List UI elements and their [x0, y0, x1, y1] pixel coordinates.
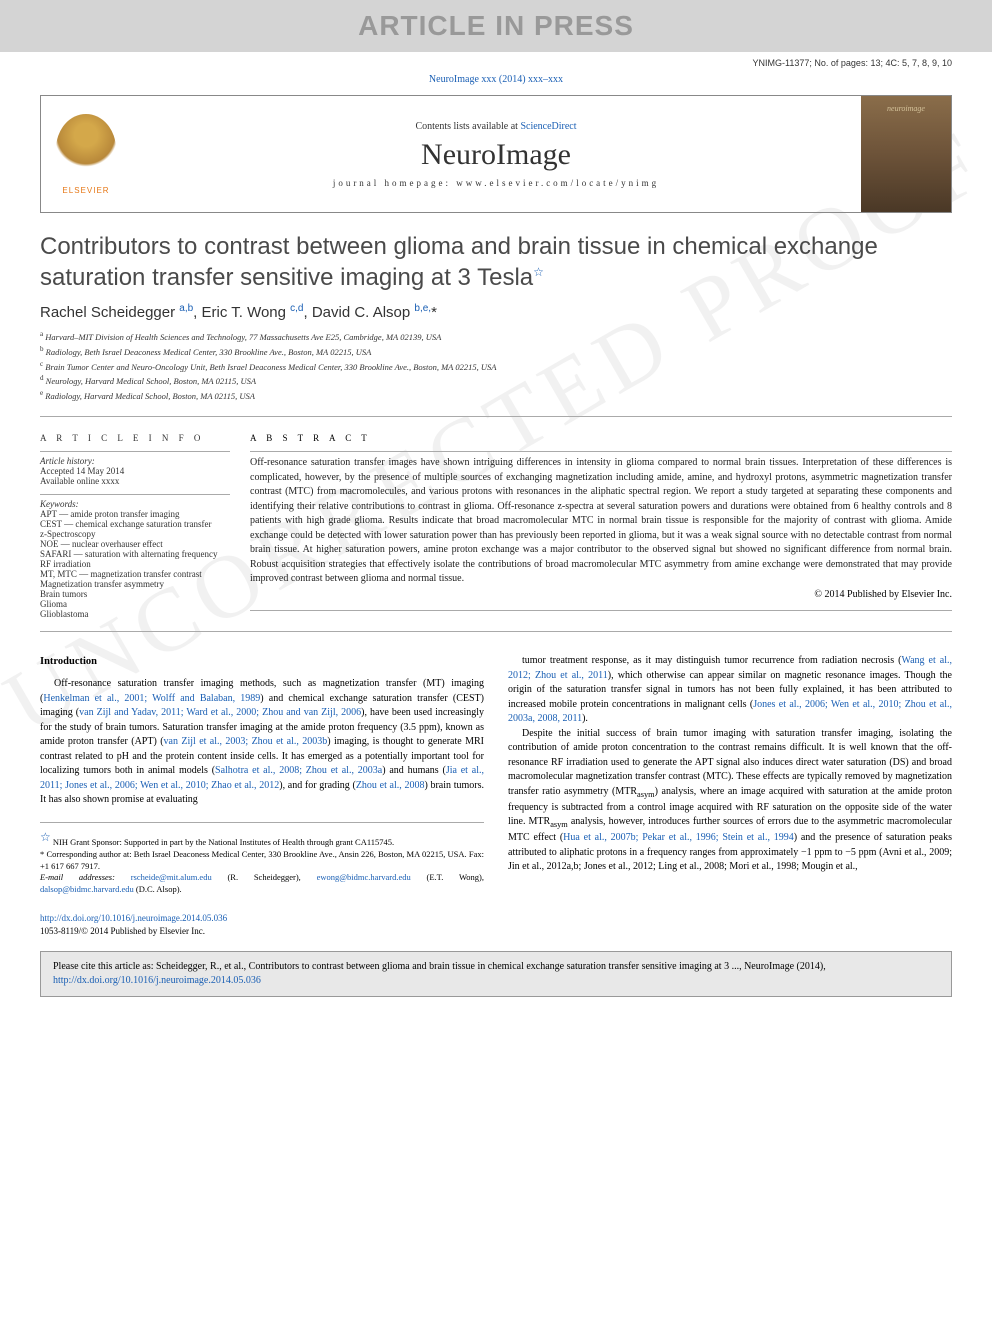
footnote-funding-text: NIH Grant Sponsor: Supported in part by … — [53, 837, 394, 847]
divider — [250, 610, 952, 611]
keyword-item: z-Spectroscopy — [40, 529, 230, 539]
intro-para-1: Off-resonance saturation transfer imagin… — [40, 677, 484, 808]
doi-link[interactable]: http://dx.doi.org/10.1016/j.neuroimage.2… — [40, 913, 227, 923]
article-title: Contributors to contrast between glioma … — [40, 231, 952, 293]
history-label: Article history: — [40, 456, 230, 466]
history-online: Available online xxxx — [40, 476, 230, 486]
history-accepted: Accepted 14 May 2014 — [40, 466, 230, 476]
article-in-press-banner: ARTICLE IN PRESS — [0, 0, 992, 52]
keyword-item: CEST — chemical exchange saturation tran… — [40, 519, 230, 529]
abstract-column: Q2 a b s t r a c t Off-resonance saturat… — [250, 433, 952, 627]
intro-para-2: tumor treatment response, as it may dist… — [508, 654, 952, 727]
abstract-copyright: © 2014 Published by Elsevier Inc. — [250, 589, 952, 600]
keyword-item: Glioblastoma — [40, 609, 230, 619]
email-label: E-mail addresses: — [40, 872, 115, 882]
title-star-icon: ☆ — [533, 265, 544, 279]
contents-text: Contents lists available at — [415, 121, 520, 132]
sciencedirect-link[interactable]: ScienceDirect — [520, 121, 576, 132]
footnote-corresponding: * Corresponding author at: Beth Israel D… — [40, 849, 484, 873]
footnotes: ☆ NIH Grant Sponsor: Supported in part b… — [40, 822, 484, 896]
elsevier-logo: ELSEVIER — [41, 96, 131, 212]
article-id-line: YNIMG-11377; No. of pages: 13; 4C: 5, 7,… — [0, 52, 992, 68]
elsevier-label: ELSEVIER — [62, 186, 109, 195]
keyword-item: SAFARI — saturation with alternating fre… — [40, 549, 230, 559]
divider — [40, 631, 952, 632]
divider — [250, 451, 952, 452]
intro-para-3: Despite the initial success of brain tum… — [508, 727, 952, 875]
divider — [40, 416, 952, 417]
authors-line: Rachel Scheidegger a,b, Eric T. Wong c,d… — [40, 303, 952, 321]
citation-text: Please cite this article as: Scheidegger… — [53, 961, 826, 972]
doi-block: http://dx.doi.org/10.1016/j.neuroimage.2… — [40, 912, 952, 937]
keyword-item: APT — amide proton transfer imaging — [40, 509, 230, 519]
journal-ref-link[interactable]: NeuroImage xxx (2014) xxx–xxx — [429, 74, 563, 85]
article-info-column: a r t i c l e i n f o Article history: A… — [40, 433, 230, 627]
journal-center: Contents lists available at ScienceDirec… — [131, 96, 861, 212]
keyword-item: RF irradiation — [40, 559, 230, 569]
abstract-heading: a b s t r a c t — [250, 433, 952, 443]
journal-issue-ref: NeuroImage xxx (2014) xxx–xxx — [0, 68, 992, 95]
keywords-list: APT — amide proton transfer imagingCEST … — [40, 509, 230, 619]
abstract-text: Off-resonance saturation transfer images… — [250, 456, 952, 587]
footnote-emails: E-mail addresses: rscheide@mit.alum.edu … — [40, 872, 484, 896]
keyword-item: Magnetization transfer asymmetry — [40, 579, 230, 589]
keyword-item: NOE — nuclear overhauser effect — [40, 539, 230, 549]
divider — [40, 494, 230, 495]
journal-name: NeuroImage — [131, 138, 861, 172]
issn-line: 1053-8119/© 2014 Published by Elsevier I… — [40, 926, 205, 936]
article-info-heading: a r t i c l e i n f o — [40, 433, 230, 443]
keyword-item: Glioma — [40, 599, 230, 609]
footnote-corr-text: Corresponding author at: Beth Israel Dea… — [40, 849, 484, 871]
citation-doi-link[interactable]: http://dx.doi.org/10.1016/j.neuroimage.2… — [53, 975, 261, 986]
banner-text: ARTICLE IN PRESS — [358, 10, 634, 42]
citation-box: Please cite this article as: Scheidegger… — [40, 951, 952, 997]
journal-homepage: journal homepage: www.elsevier.com/locat… — [131, 178, 861, 188]
keyword-item: MT, MTC — magnetization transfer contras… — [40, 569, 230, 579]
journal-header-box: ELSEVIER Contents lists available at Sci… — [40, 95, 952, 213]
cover-label: neuroimage — [887, 104, 925, 113]
keyword-item: Brain tumors — [40, 589, 230, 599]
keywords-label: Keywords: — [40, 499, 230, 509]
introduction-heading: Introduction — [40, 654, 484, 669]
journal-cover-thumb: neuroimage — [861, 96, 951, 212]
footnote-funding: ☆ NIH Grant Sponsor: Supported in part b… — [40, 829, 484, 849]
contents-available: Contents lists available at ScienceDirec… — [131, 121, 861, 132]
body-column-left: Introduction Off-resonance saturation tr… — [40, 654, 484, 896]
elsevier-tree-icon — [56, 114, 116, 184]
body-column-right: tumor treatment response, as it may dist… — [508, 654, 952, 896]
affiliations: a Harvard–MIT Division of Health Science… — [40, 329, 952, 402]
divider — [40, 451, 230, 452]
title-text: Contributors to contrast between glioma … — [40, 233, 878, 291]
